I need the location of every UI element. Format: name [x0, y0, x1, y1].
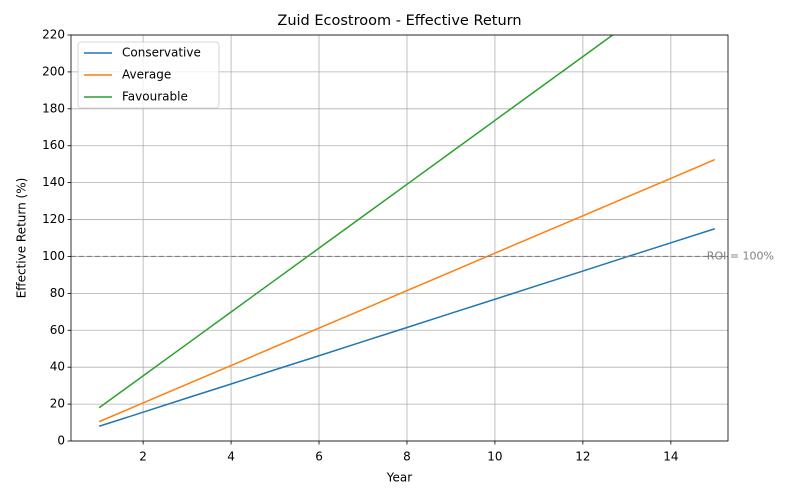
y-tick-label: 220 [42, 28, 65, 42]
y-tick-label: 60 [50, 323, 65, 337]
x-tick-label: 4 [227, 450, 235, 464]
y-tick-label: 40 [50, 360, 65, 374]
series-line [98, 228, 716, 427]
y-axis-label: Effective Return (%) [15, 178, 29, 299]
legend-box [77, 41, 220, 109]
x-tick-label: 8 [403, 450, 411, 464]
x-tick-label: 14 [663, 450, 678, 464]
y-tick-label: 140 [42, 175, 65, 189]
y-tick-label: 120 [42, 212, 65, 226]
y-tick-label: 80 [50, 286, 65, 300]
legend: Conservative Average Favourable [77, 41, 220, 109]
x-tick-label: 12 [575, 450, 590, 464]
x-tick-label: 6 [315, 450, 323, 464]
x-tick-label: 10 [487, 450, 502, 464]
legend-label: Conservative [122, 46, 201, 60]
grid [71, 34, 728, 442]
y-tick-label: 20 [50, 397, 65, 411]
legend-label: Favourable [122, 90, 188, 104]
series-line [98, 158, 716, 423]
y-tick-label: 200 [42, 64, 65, 78]
y-tick-label: 180 [42, 101, 65, 115]
legend-label: Average [122, 68, 171, 82]
y-tick-label: 100 [42, 249, 65, 263]
plot-frame [70, 34, 729, 442]
y-tick-label: 0 [57, 434, 65, 448]
chart-title: Zuid Ecostroom - Effective Return [277, 13, 521, 29]
x-tick-label: 2 [139, 450, 147, 464]
y-tick-label: 160 [42, 138, 65, 152]
x-axis-label: Year [386, 471, 412, 485]
reference-label: ROI = 100% [707, 249, 774, 262]
overlay: 0 20 40 60 80 100 120 140 160 180 200 220 2 4 6 8 10 12 14… [42, 28, 774, 464]
